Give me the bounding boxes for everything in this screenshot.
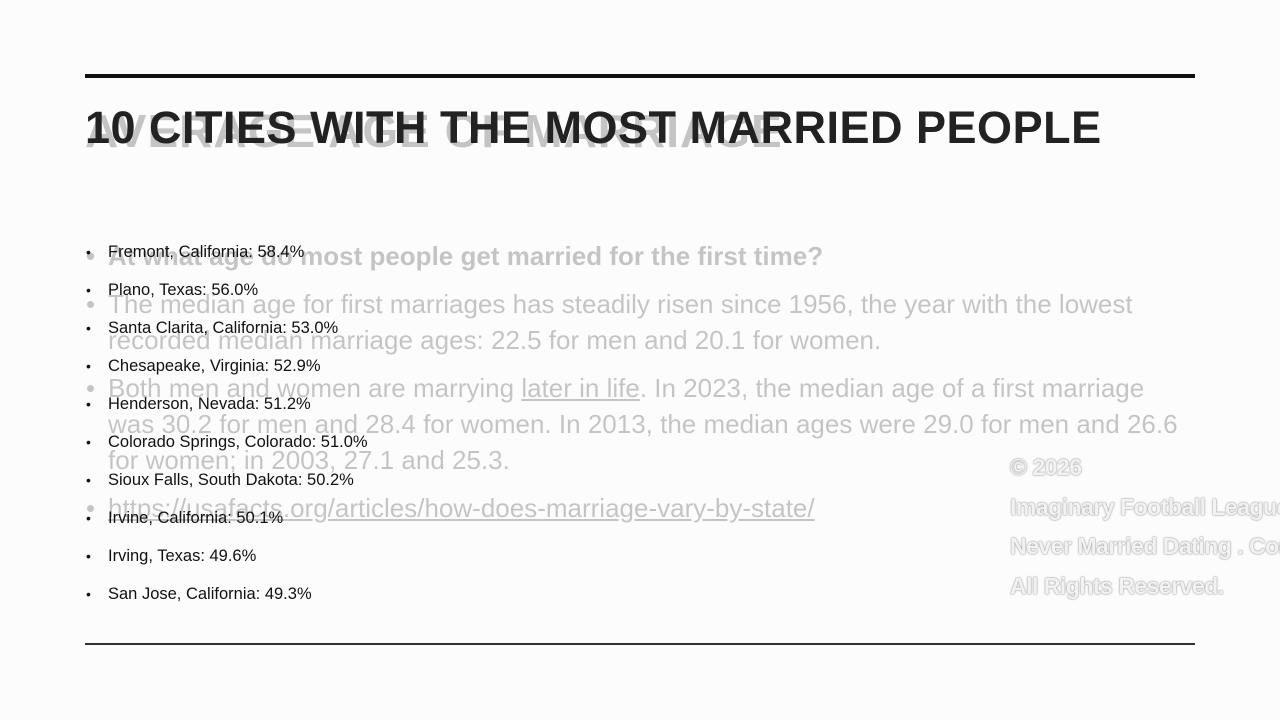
- city-item: Chesapeake, Virginia: 52.9%: [86, 355, 368, 393]
- city-item: Fremont, California: 58.4%: [86, 241, 368, 279]
- city-item: Colorado Springs, Colorado: 51.0%: [86, 431, 368, 469]
- city-item: Plano, Texas: 56.0%: [86, 279, 368, 317]
- city-list: Fremont, California: 58.4%Plano, Texas: …: [86, 241, 368, 621]
- watermark: © 2026 Imaginary Football League Never Mar…: [1010, 448, 1280, 606]
- link[interactable]: later in life: [521, 373, 640, 403]
- city-item: Sioux Falls, South Dakota: 50.2%: [86, 469, 368, 507]
- watermark-line: All Rights Reserved.: [1010, 572, 1224, 599]
- city-item: Irvine, California: 50.1%: [86, 507, 368, 545]
- watermark-line: Imaginary Football League: [1010, 493, 1280, 520]
- bottom-rule: [85, 643, 1195, 645]
- previous-title: AVERAGE AGE OF MARRIAGE: [85, 105, 783, 157]
- watermark-line: © 2026: [1010, 454, 1082, 480]
- city-item: Henderson, Nevada: 51.2%: [86, 393, 368, 431]
- city-item: Santa Clarita, California: 53.0%: [86, 317, 368, 355]
- top-rule: [85, 74, 1195, 78]
- slide-title: 10 CITIES WITH THE MOST MARRIED PEOPLE: [85, 102, 1102, 153]
- city-item: San Jose, California: 49.3%: [86, 583, 368, 621]
- watermark-line: Never Married Dating . Com: [1010, 533, 1280, 559]
- city-item: Irving, Texas: 49.6%: [86, 545, 368, 583]
